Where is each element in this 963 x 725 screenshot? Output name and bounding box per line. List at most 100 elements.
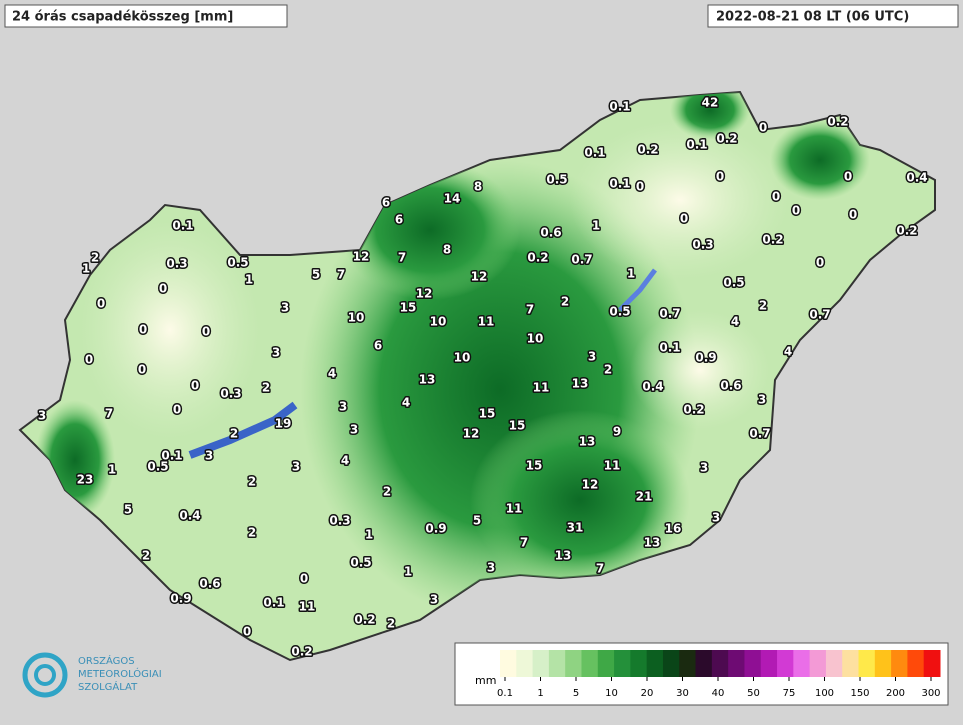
station-value: 0.5 xyxy=(227,256,248,270)
station-value: 5 xyxy=(473,514,481,528)
station-value: 12 xyxy=(353,250,370,264)
station-value: 7 xyxy=(596,562,604,576)
station-value: 13 xyxy=(572,377,589,391)
legend-color xyxy=(500,650,517,677)
legend-tick-label: 30 xyxy=(676,688,689,699)
station-value: 0.9 xyxy=(425,522,446,536)
station-value: 13 xyxy=(419,373,436,387)
station-value: 5 xyxy=(124,503,132,517)
station-value: 15 xyxy=(400,301,417,315)
station-value: 2 xyxy=(759,299,767,313)
station-value: 9 xyxy=(613,425,621,439)
station-value: 4 xyxy=(731,315,739,329)
station-value: 0.2 xyxy=(291,645,312,659)
station-value: 15 xyxy=(526,459,543,473)
title: 24 órás csapadékösszeg [mm] xyxy=(12,10,233,25)
station-value: 13 xyxy=(555,549,572,563)
legend-tick-label: 40 xyxy=(712,688,725,699)
station-value: 12 xyxy=(416,287,433,301)
station-value: 0.6 xyxy=(540,226,561,240)
station-value: 0.9 xyxy=(695,351,716,365)
station-value: 0 xyxy=(844,170,852,184)
station-value: 3 xyxy=(281,301,289,315)
station-value: 0.5 xyxy=(723,276,744,290)
station-value: 4 xyxy=(784,345,792,359)
station-value: 0.2 xyxy=(637,143,658,157)
logo-line: METEOROLÓGIAI xyxy=(78,667,162,680)
legend-color xyxy=(891,650,908,677)
legend-color xyxy=(646,650,664,677)
station-value: 0.3 xyxy=(220,387,241,401)
station-value: 42 xyxy=(702,96,719,110)
station-value: 0.4 xyxy=(906,171,927,185)
station-value: 4 xyxy=(328,367,336,381)
station-value: 15 xyxy=(479,407,496,421)
station-value: 11 xyxy=(604,459,621,473)
station-value: 11 xyxy=(478,315,495,329)
station-value: 21 xyxy=(636,490,653,504)
station-value: 0 xyxy=(97,297,105,311)
station-value: 0 xyxy=(759,121,767,135)
station-value: 0 xyxy=(300,572,308,586)
station-value: 4 xyxy=(341,454,349,468)
station-value: 0 xyxy=(636,180,644,194)
station-value: 12 xyxy=(582,478,599,492)
country-area xyxy=(18,90,936,662)
station-value: 3 xyxy=(712,511,720,525)
station-value: 3 xyxy=(588,350,596,364)
station-value: 3 xyxy=(339,400,347,414)
station-value: 3 xyxy=(272,346,280,360)
station-value: 31 xyxy=(567,521,584,535)
station-value: 0.1 xyxy=(263,596,284,610)
station-value: 2 xyxy=(383,485,391,499)
station-value: 1 xyxy=(365,528,373,542)
date: 2022-08-21 08 LT (06 UTC) xyxy=(716,10,909,25)
station-value: 0 xyxy=(191,379,199,393)
legend-color xyxy=(597,650,615,677)
station-value: 1 xyxy=(592,219,600,233)
legend-color xyxy=(825,650,843,677)
legend-tick-label: 100 xyxy=(815,688,834,699)
station-value: 0 xyxy=(202,325,210,339)
legend-tick-label: 300 xyxy=(921,688,940,699)
station-value: 2 xyxy=(604,363,612,377)
legend-tick-label: 150 xyxy=(850,688,869,699)
station-value: 10 xyxy=(348,311,365,325)
station-value: 0.7 xyxy=(571,253,592,267)
station-value: 0.4 xyxy=(179,509,200,523)
legend-tick-label: 1 xyxy=(537,688,543,699)
station-value: 0.5 xyxy=(609,305,630,319)
station-value: 0.3 xyxy=(692,238,713,252)
station-value: 0 xyxy=(85,353,93,367)
station-value: 3 xyxy=(700,461,708,475)
station-value: 13 xyxy=(579,435,596,449)
station-value: 2 xyxy=(248,475,256,489)
station-value: 0.3 xyxy=(329,514,350,528)
station-value: 3 xyxy=(487,561,495,575)
legend-color xyxy=(907,650,925,677)
station-value: 2 xyxy=(230,427,238,441)
station-value: 11 xyxy=(506,502,523,516)
station-labels: 0.1 420.1 0.2 0.1 0.20 0.20.5 0.1 00 0 0.400 00.20… xyxy=(36,94,929,660)
station-value: 10 xyxy=(430,315,447,329)
legend-tick-label: 20 xyxy=(641,688,654,699)
station-value: 0 xyxy=(716,170,724,184)
legend-color xyxy=(565,650,582,677)
station-value: 3 xyxy=(205,449,213,463)
station-value: 7 xyxy=(398,251,406,265)
station-value: 0.7 xyxy=(659,307,680,321)
station-value: 1 xyxy=(404,565,412,579)
station-value: 0 xyxy=(849,208,857,222)
station-value: 12 xyxy=(471,270,488,284)
station-value: 0 xyxy=(243,625,251,639)
station-value: 1 xyxy=(245,273,253,287)
station-value: 0.2 xyxy=(527,251,548,265)
legend-color xyxy=(760,650,778,677)
station-value: 0.9 xyxy=(170,592,191,606)
station-value: 0.2 xyxy=(683,403,704,417)
station-value: 2 xyxy=(142,549,150,563)
legend-color xyxy=(532,650,550,677)
legend-color xyxy=(695,650,713,677)
station-value: 0.5 xyxy=(350,556,371,570)
